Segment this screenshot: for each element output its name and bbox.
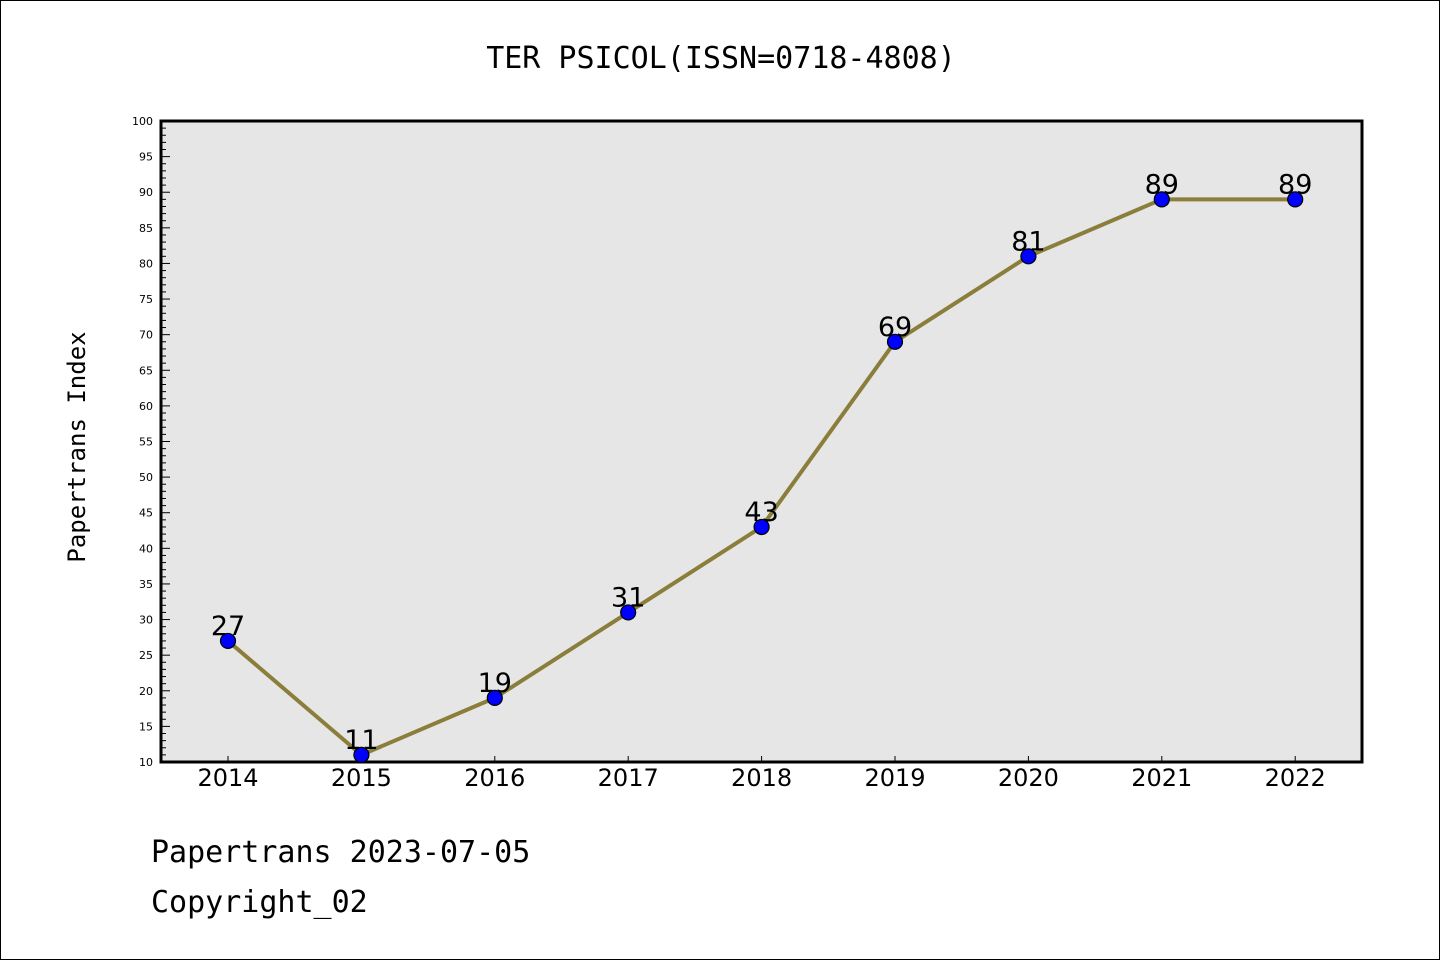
data-point — [1287, 191, 1304, 208]
x-axis-ticks: 2014 2015 2016 2017 2018 2019 2020 2021 2022 — [197, 756, 1326, 792]
data-label: 89 — [1145, 169, 1179, 200]
y-tick-label: 15 — [139, 720, 153, 733]
y-tick-label: 50 — [139, 471, 153, 484]
y-tick-label: 55 — [139, 436, 153, 449]
series-group: 27 11 19 31 43 69 81 89 89 — [211, 169, 1312, 763]
footer-brand: Papertrans 2023-07-05 — [151, 835, 531, 870]
data-label: 27 — [211, 611, 245, 642]
y-tick-label: 75 — [139, 293, 153, 306]
y-tick-label: 70 — [139, 329, 153, 342]
y-tick-label: 20 — [139, 685, 153, 698]
data-point — [1153, 191, 1170, 208]
plot-area — [159, 119, 1364, 764]
data-label: 69 — [878, 312, 912, 343]
y-tick-label: 45 — [139, 507, 153, 520]
x-tick-label: 2014 — [197, 764, 258, 792]
y-axis-label: Papertrans Index — [63, 331, 91, 562]
data-label: 81 — [1011, 226, 1045, 257]
data-label: 19 — [478, 668, 512, 699]
data-point — [753, 518, 770, 536]
data-label: 11 — [344, 725, 378, 756]
y-tick-label: 85 — [139, 222, 153, 235]
x-tick-label: 2018 — [731, 764, 792, 792]
x-tick-label: 2021 — [1131, 764, 1192, 792]
data-point — [219, 632, 237, 650]
x-tick-label: 2016 — [464, 764, 525, 792]
y-tick-label: 100 — [132, 115, 153, 128]
data-point — [1020, 248, 1037, 265]
x-tick-label: 2022 — [1265, 764, 1326, 792]
y-tick-label: 30 — [139, 614, 153, 627]
x-tick-label: 2017 — [598, 764, 659, 792]
x-tick-label: 2015 — [331, 764, 392, 792]
data-point — [886, 333, 904, 350]
y-tick-label: 95 — [139, 151, 153, 164]
y-tick-label: 25 — [139, 649, 153, 662]
data-point — [620, 604, 637, 621]
x-tick-label: 2020 — [998, 764, 1059, 792]
data-point — [486, 689, 503, 707]
data-point — [353, 746, 370, 763]
data-label: 31 — [611, 582, 645, 613]
footer-copyright: Copyright_02 — [151, 885, 368, 920]
y-tick-label: 40 — [139, 542, 153, 555]
y-tick-label: 60 — [139, 400, 153, 413]
y-tick-label: 90 — [139, 186, 153, 199]
y-tick-label: 10 — [139, 756, 153, 769]
y-tick-label: 80 — [139, 257, 153, 270]
y-tick-label: 65 — [139, 364, 153, 377]
y-tick-label: 35 — [139, 578, 153, 591]
chart-title: TER PSICOL(ISSN=0718-4808) — [486, 41, 956, 76]
y-axis-ticks: 10 15 20 25 30 35 40 45 50 55 60 65 70 75 80 85 90 95 100 — [132, 115, 170, 769]
x-tick-label: 2019 — [864, 764, 925, 792]
data-label: 89 — [1278, 169, 1312, 200]
data-label: 43 — [744, 497, 778, 528]
